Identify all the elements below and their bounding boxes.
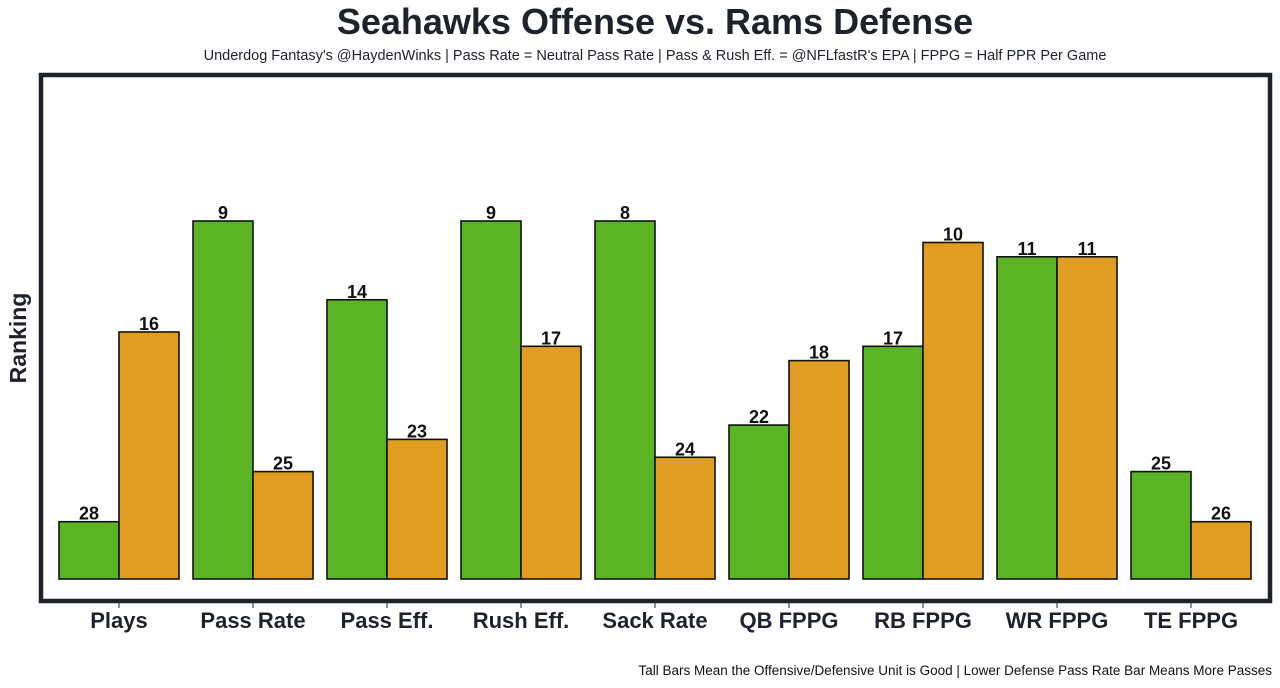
bar-rams-defense-sack-rate bbox=[654, 456, 716, 580]
bar-label-rams-defense-te-fppg: 26 bbox=[1211, 504, 1231, 524]
bar-seahawks-offense-sack-rate bbox=[594, 220, 656, 580]
bar-seahawks-offense-te-fppg bbox=[1130, 470, 1192, 580]
x-axis-tick-labels: Plays Pass Rate Pass Eff. Rush Eff. Sack Rat… bbox=[90, 608, 1238, 633]
chart-subtitle: Underdog Fantasy's @HaydenWinks | Pass R… bbox=[203, 48, 1107, 64]
x-tick-label-pass-eff: Pass Eff. bbox=[341, 608, 434, 633]
bar-seahawks-offense-pass-rate bbox=[192, 220, 254, 580]
bars bbox=[58, 220, 1252, 580]
bar-label-rams-defense-sack-rate: 24 bbox=[675, 439, 695, 459]
bar-seahawks-offense-wr-fppg bbox=[996, 255, 1058, 580]
bar-labels: 28 16 9 25 14 23 9 17 8 24 22 18 17 10 11 11 25 26 bbox=[79, 203, 1231, 524]
bar-label-rams-defense-rush-eff: 17 bbox=[541, 328, 561, 348]
bar-label-seahawks-offense-qb-fppg: 22 bbox=[749, 407, 769, 427]
bar-rams-defense-rush-eff bbox=[520, 345, 582, 580]
x-tick-label-rush-eff: Rush Eff. bbox=[473, 608, 570, 633]
bar-label-seahawks-offense-plays: 28 bbox=[79, 504, 99, 524]
bar-label-seahawks-offense-wr-fppg: 11 bbox=[1017, 239, 1036, 259]
bar-label-seahawks-offense-te-fppg: 25 bbox=[1151, 454, 1171, 474]
x-tick-label-pass-rate: Pass Rate bbox=[200, 608, 305, 633]
chart-title: Seahawks Offense vs. Rams Defense bbox=[336, 1, 974, 42]
bar-rams-defense-plays bbox=[118, 331, 180, 580]
bar-seahawks-offense-plays bbox=[58, 520, 120, 580]
bar-label-rams-defense-pass-eff: 23 bbox=[407, 421, 427, 441]
bar-seahawks-offense-rb-fppg bbox=[862, 345, 924, 580]
x-tick-label-te-fppg: TE FPPG bbox=[1144, 608, 1238, 633]
chart-footnote: Tall Bars Mean the Offensive/Defensive U… bbox=[638, 663, 1272, 678]
bar-rams-defense-pass-eff bbox=[386, 438, 448, 580]
bar-seahawks-offense-pass-eff bbox=[326, 298, 388, 580]
bar-label-rams-defense-plays: 16 bbox=[139, 314, 159, 334]
x-axis-ticks bbox=[118, 603, 1192, 608]
bar-seahawks-offense-rush-eff bbox=[460, 220, 522, 580]
bar-label-seahawks-offense-sack-rate: 8 bbox=[620, 203, 630, 223]
x-tick-label-rb-fppg: RB FPPG bbox=[874, 608, 972, 633]
bar-rams-defense-te-fppg bbox=[1190, 520, 1252, 580]
x-tick-label-sack-rate: Sack Rate bbox=[602, 608, 707, 633]
bar-label-seahawks-offense-pass-eff: 14 bbox=[347, 282, 367, 302]
x-tick-label-qb-fppg: QB FPPG bbox=[739, 608, 838, 633]
bar-rams-defense-pass-rate bbox=[252, 470, 314, 580]
bar-label-seahawks-offense-rb-fppg: 17 bbox=[883, 328, 903, 348]
bar-label-rams-defense-qb-fppg: 18 bbox=[809, 343, 829, 363]
bar-label-rams-defense-pass-rate: 25 bbox=[273, 454, 293, 474]
bar-seahawks-offense-qb-fppg bbox=[728, 424, 790, 580]
bar-rams-defense-wr-fppg bbox=[1056, 255, 1118, 580]
x-tick-label-plays: Plays bbox=[90, 608, 148, 633]
plot-frame bbox=[38, 72, 1273, 604]
bar-label-seahawks-offense-rush-eff: 9 bbox=[486, 203, 496, 223]
x-tick-label-wr-fppg: WR FPPG bbox=[1006, 608, 1109, 633]
bar-label-rams-defense-rb-fppg: 10 bbox=[943, 224, 963, 244]
bar-rams-defense-qb-fppg bbox=[788, 359, 850, 580]
bar-rams-defense-rb-fppg bbox=[922, 241, 984, 580]
bar-label-seahawks-offense-pass-rate: 9 bbox=[218, 203, 228, 223]
bar-label-rams-defense-wr-fppg: 11 bbox=[1077, 239, 1096, 259]
